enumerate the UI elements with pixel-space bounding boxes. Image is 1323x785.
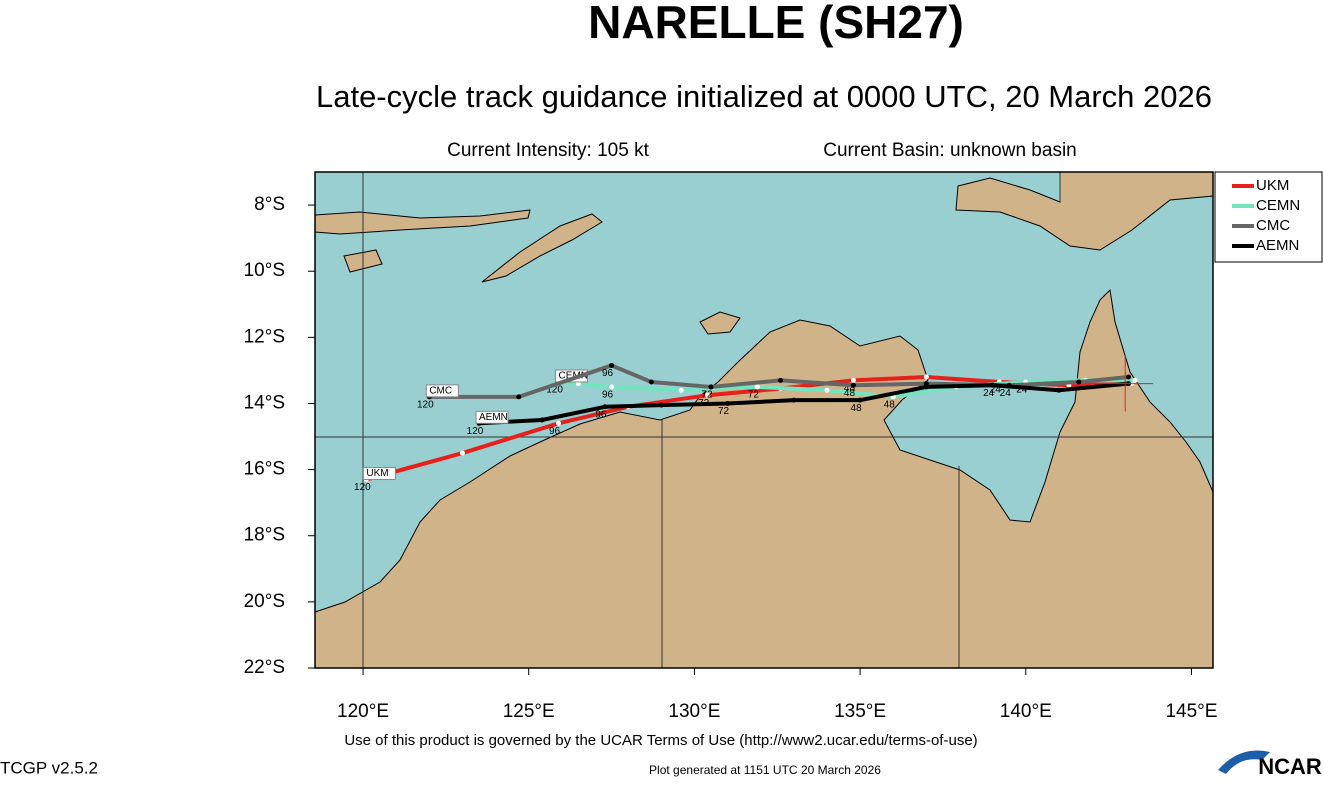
x-tick-label: 125°E — [503, 701, 555, 722]
track-point — [923, 384, 929, 390]
hour-label: 120 — [467, 426, 484, 437]
track-point — [516, 394, 522, 400]
y-tick-label: 22°S — [244, 657, 285, 678]
track-point — [705, 392, 711, 398]
track-point — [539, 417, 545, 423]
y-tick-label: 8°S — [254, 194, 285, 215]
track-name-box — [362, 467, 396, 481]
legend-label: AEMN — [1256, 237, 1299, 254]
track-point — [1076, 379, 1082, 385]
legend-label: CEMN — [1256, 197, 1300, 214]
hour-label: 48 — [844, 383, 856, 394]
y-tick-label: 16°S — [244, 459, 285, 480]
hour-label: 120 — [417, 399, 434, 410]
track-point — [923, 374, 929, 380]
hour-label: 72 — [701, 390, 713, 401]
track-point — [754, 384, 760, 390]
x-tick-label: 130°E — [668, 701, 720, 722]
timor — [481, 213, 603, 283]
hour-label: 24 — [990, 385, 1002, 396]
hour-label: 24 — [1016, 385, 1028, 396]
map-background — [314, 171, 1214, 669]
x-tick-label: 145°E — [1165, 701, 1217, 722]
current-basin: Current Basin: unknown basin — [823, 140, 1076, 161]
track-name-box — [425, 384, 459, 398]
hour-label: 24 — [1000, 388, 1012, 399]
x-tick-label: 135°E — [834, 701, 886, 722]
track-point — [609, 362, 615, 368]
borders — [315, 172, 1213, 668]
track-point — [990, 382, 996, 388]
track-point — [648, 379, 654, 385]
hour-label: 96 — [595, 409, 607, 420]
track-name-box — [475, 410, 509, 424]
x-tick-label: 120°E — [337, 701, 389, 722]
y-tick-label: 12°S — [244, 326, 285, 347]
track-name: CEMN — [559, 371, 588, 382]
track-point — [850, 377, 856, 383]
australia — [314, 288, 1214, 669]
track-point — [708, 384, 714, 390]
track-point — [678, 387, 684, 393]
hour-label: 120 — [354, 482, 371, 493]
hour-label: 48 — [844, 388, 856, 399]
track-point — [658, 402, 664, 408]
plot-frame — [314, 171, 1214, 669]
track-point — [602, 404, 608, 410]
track-point — [459, 450, 465, 456]
hour-label: 96 — [602, 368, 614, 379]
track-point — [1132, 377, 1138, 383]
track-point — [791, 397, 797, 403]
hour-label: 48 — [884, 399, 896, 410]
track-point — [609, 384, 615, 390]
hour-label: 120 — [546, 385, 563, 396]
logo: NCAR — [1258, 754, 1322, 779]
track-point — [824, 387, 830, 393]
current-intensity: Current Intensity: 105 kt — [447, 140, 649, 161]
track-name: UKM — [366, 468, 388, 479]
new-guinea — [955, 171, 1214, 251]
hour-label: 96 — [602, 390, 614, 401]
generated: Plot generated at 1151 UTC 20 March 2026 — [649, 763, 881, 777]
track-point — [850, 382, 856, 388]
track-name: CMC — [429, 385, 452, 396]
legend-label: UKM — [1256, 177, 1289, 194]
hour-label: 48 — [851, 403, 863, 414]
hour-label: 72 — [748, 390, 760, 401]
legend-label: CMC — [1256, 217, 1290, 234]
track-point — [725, 400, 731, 406]
title: NARELLE (SH27) — [588, 0, 964, 48]
track-point — [556, 420, 562, 426]
track-name-box — [555, 369, 589, 383]
flores — [314, 209, 531, 235]
melville — [699, 311, 741, 335]
terms-of-use: Use of this product is governed by the U… — [344, 732, 977, 749]
y-tick-label: 14°S — [244, 392, 285, 413]
subtitle: Late-cycle track guidance initialized at… — [316, 79, 1212, 114]
track-name: AEMN — [479, 412, 508, 423]
hour-label: 96 — [549, 426, 561, 437]
logo-swoosh — [1218, 750, 1270, 774]
track-point — [1126, 374, 1132, 380]
hour-label: 24 — [983, 388, 995, 399]
track-point — [857, 397, 863, 403]
x-tick-label: 140°E — [1000, 701, 1052, 722]
y-tick-label: 18°S — [244, 525, 285, 546]
y-tick-label: 10°S — [244, 260, 285, 281]
y-tick-label: 20°S — [244, 591, 285, 612]
track-point — [778, 377, 784, 383]
track-point — [1056, 387, 1062, 393]
hour-label: 72 — [718, 406, 730, 417]
version: TCGP v2.5.2 — [0, 758, 98, 777]
